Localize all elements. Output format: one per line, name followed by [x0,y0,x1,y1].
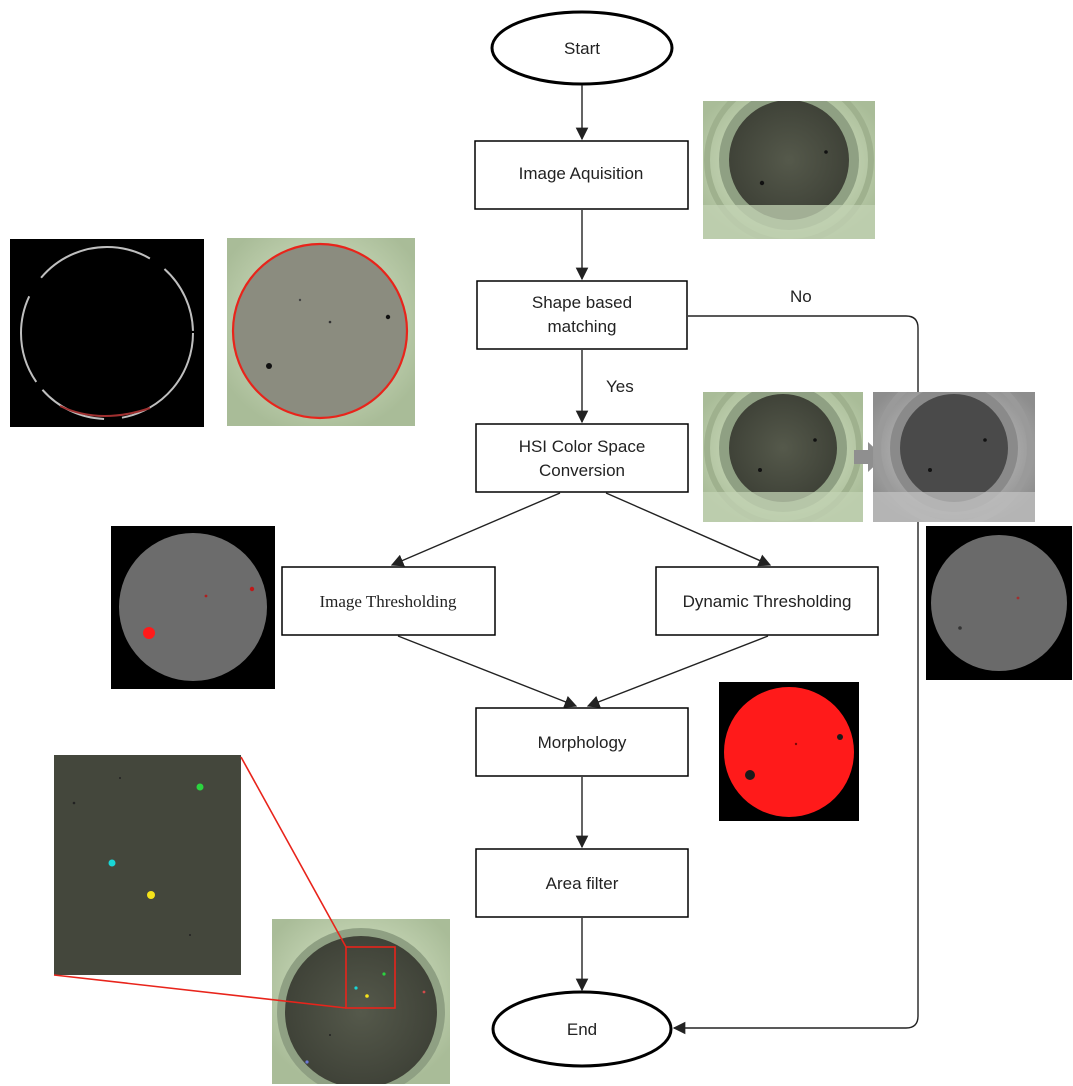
image-threshold-result [111,526,275,689]
edge-dynamic-threshold-to-morphology [586,635,769,708]
edge-no-to-end [672,315,919,1035]
morphology-label: Morphology [538,733,627,752]
matched-plate-photo [227,238,415,426]
area-filter-label: Area filter [546,874,619,893]
shape-matching-label-line1: Shape based [532,293,632,312]
conversion-arrow-icon [854,442,884,472]
morphology-result [719,682,859,821]
dynamic-threshold-result [926,526,1072,680]
hsi-input-photo [703,392,863,522]
hsi-conversion-node: HSI Color Space Conversion [475,423,689,493]
flow-edges [390,85,919,1035]
edge-label-no: No [790,287,812,306]
edge-hsi-to-dynamic-threshold [605,492,772,567]
edge-image-threshold-to-morphology [397,635,578,708]
image-acquisition-node: Image Aquisition [474,140,689,210]
start-label: Start [564,39,600,58]
shape-matching-label-line2: matching [548,317,617,336]
image-thresholding-label: Image Thresholding [319,592,457,611]
dynamic-thresholding-node: Dynamic Thresholding [655,566,879,636]
image-acquisition-label: Image Aquisition [519,164,644,183]
zoom-connector-top [240,756,347,948]
start-node: Start [490,10,674,86]
area-filter-node: Area filter [475,848,689,918]
edge-ring-image [10,239,204,427]
detected-particles-zoom [54,755,241,975]
dynamic-thresholding-label: Dynamic Thresholding [683,592,852,611]
zoom-connector-bottom [53,974,347,1009]
zoom-indicator [53,756,396,1009]
hsi-conversion-label-line2: Conversion [539,461,625,480]
image-thresholding-node: Image Thresholding [281,566,496,636]
end-node: End [491,990,673,1068]
zoom-region-box [345,946,396,1009]
hsi-conversion-label-line1: HSI Color Space [519,437,646,456]
acquired-plate-photo [703,101,875,239]
shape-matching-node: Shape based matching [476,280,688,350]
end-label: End [567,1020,597,1039]
morphology-node: Morphology [475,707,689,777]
edge-hsi-to-image-threshold [390,492,561,567]
hsi-intensity-photo [873,392,1035,522]
edge-label-yes: Yes [606,377,634,396]
